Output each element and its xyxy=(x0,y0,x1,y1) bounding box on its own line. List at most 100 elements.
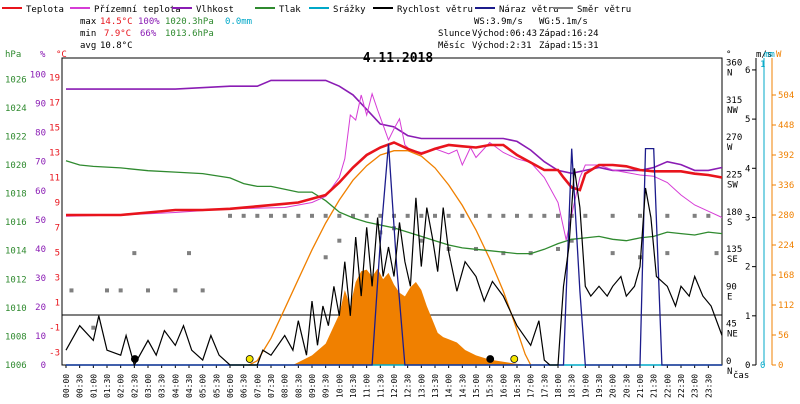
ms-tick: 1 xyxy=(745,312,750,322)
pct-tick: 80 xyxy=(35,129,46,139)
w-tick: 168 xyxy=(778,271,794,281)
c-tick: 15 xyxy=(49,124,60,134)
x-tick: 18:00 xyxy=(554,374,563,398)
x-tick: 00:00 xyxy=(62,374,71,398)
wind-dir-point xyxy=(583,213,588,218)
x-tick: 08:00 xyxy=(281,374,290,398)
stat-max-rain: 0.0mm xyxy=(225,17,252,27)
x-tick: 05:30 xyxy=(212,374,221,398)
wind-dir-point xyxy=(228,213,232,218)
c-tick: 17 xyxy=(49,99,60,109)
deg-tick: 360 xyxy=(726,59,742,69)
pct-tick: 20 xyxy=(35,303,46,313)
w-tick: 224 xyxy=(778,241,794,251)
w-tick: 112 xyxy=(778,301,794,311)
stat-ws: WS:3.9m/s xyxy=(474,17,523,27)
hpa-tick: 1020 xyxy=(5,161,27,171)
ms-tick: 5 xyxy=(745,115,750,125)
wind-dir-point xyxy=(187,251,191,256)
wind-dir-point xyxy=(542,213,547,218)
wind-dir-point xyxy=(433,213,437,218)
x-tick: 09:00 xyxy=(308,374,317,398)
deg-tick: 270 xyxy=(726,133,742,143)
legend-label: Vlhkost xyxy=(196,5,234,15)
ms-tick: 6 xyxy=(745,66,750,76)
hpa-tick: 1022 xyxy=(5,132,27,142)
wind-dir-point xyxy=(692,213,697,218)
c-tick: 19 xyxy=(49,74,60,84)
deg-tick: 45 xyxy=(726,320,737,330)
axis-label-hpa: hPa xyxy=(5,50,21,60)
moon-label: Měsíc xyxy=(438,41,465,51)
wind-dir-point xyxy=(638,213,642,218)
w-tick: 392 xyxy=(778,151,794,161)
dir-tick: S xyxy=(727,218,732,228)
w-tick: 0 xyxy=(778,361,783,371)
wind-dir-point xyxy=(323,213,328,218)
deg-tick: 0 xyxy=(726,357,731,367)
wind-dir-point xyxy=(474,213,478,218)
x-tick: 08:30 xyxy=(294,374,303,398)
x-tick: 06:30 xyxy=(240,374,249,398)
hpa-tick: 1008 xyxy=(5,332,27,342)
moonset-marker xyxy=(486,355,495,363)
hpa-tick: 1016 xyxy=(5,218,27,228)
legend-label: Rychlost větru xyxy=(397,5,473,15)
pct-tick: 30 xyxy=(35,274,46,284)
x-tick: 23:00 xyxy=(691,374,700,398)
x-tick: 17:30 xyxy=(540,374,549,398)
dir-tick: NE xyxy=(727,330,738,340)
dir-tick: N xyxy=(727,367,732,377)
series-solar-actual xyxy=(292,268,531,365)
wind-dir-point xyxy=(446,213,451,218)
series-pressure xyxy=(65,160,723,255)
c-tick: 1 xyxy=(55,299,60,309)
wind-dir-point xyxy=(569,238,574,243)
dir-tick: W xyxy=(727,143,733,153)
wind-dir-point xyxy=(419,213,424,218)
legend: Teplota Přízemní teplota Vlhkost Tlak Srážky… xyxy=(2,5,631,15)
w-tick: 504 xyxy=(778,91,794,101)
x-tick: 01:30 xyxy=(103,374,112,398)
x-tick: 20:30 xyxy=(622,374,631,398)
axes: hPa% °C1006100810101012101410161018102010… xyxy=(5,50,794,398)
wind-dir-point xyxy=(638,255,642,260)
legend-label: Teplota xyxy=(26,5,64,15)
x-tick: 06:00 xyxy=(226,374,235,398)
x-tick: 11:00 xyxy=(363,374,372,398)
axis-label-mm: mm xyxy=(764,50,775,60)
pct-tick: 50 xyxy=(35,216,46,226)
moonset-time: Západ:15:31 xyxy=(539,41,599,51)
x-tick: 16:30 xyxy=(513,374,522,398)
c-tick: 7 xyxy=(55,224,60,234)
stat-wg: WG:5.1m/s xyxy=(539,17,588,27)
legend-label: Přízemní teplota xyxy=(94,5,181,15)
hpa-tick: 1026 xyxy=(5,75,27,85)
hpa-tick: 1010 xyxy=(5,304,27,314)
stat-label: avg xyxy=(80,41,96,51)
ms-tick: 0 xyxy=(745,361,750,371)
ms-tick: 3 xyxy=(745,213,750,223)
wind-dir-point xyxy=(364,213,369,218)
deg-tick: 315 xyxy=(726,96,742,106)
ms-tick: 2 xyxy=(745,263,750,273)
x-tick: 09:30 xyxy=(322,374,331,398)
x-tick: 00:30 xyxy=(76,374,85,398)
stat-label: max xyxy=(80,17,97,27)
series-temperature xyxy=(66,141,723,217)
c-tick: 5 xyxy=(55,249,60,259)
x-tick: 18:30 xyxy=(568,374,577,398)
wind-dir-point xyxy=(91,325,96,330)
hpa-tick: 1012 xyxy=(5,275,27,285)
chart-title: 4.11.2018 xyxy=(363,51,434,66)
legend-label: Náraz větru xyxy=(499,5,559,15)
mm-tick: 0 xyxy=(760,361,765,371)
hpa-tick: 1006 xyxy=(5,361,27,371)
moonrise-time: Východ:2:31 xyxy=(472,41,532,51)
stat-min-temp: 7.9°C xyxy=(104,29,131,39)
wind-dir-point xyxy=(132,251,137,256)
x-tick: 17:00 xyxy=(527,374,536,398)
c-tick: 9 xyxy=(55,199,60,209)
wind-dir-point xyxy=(118,288,123,293)
